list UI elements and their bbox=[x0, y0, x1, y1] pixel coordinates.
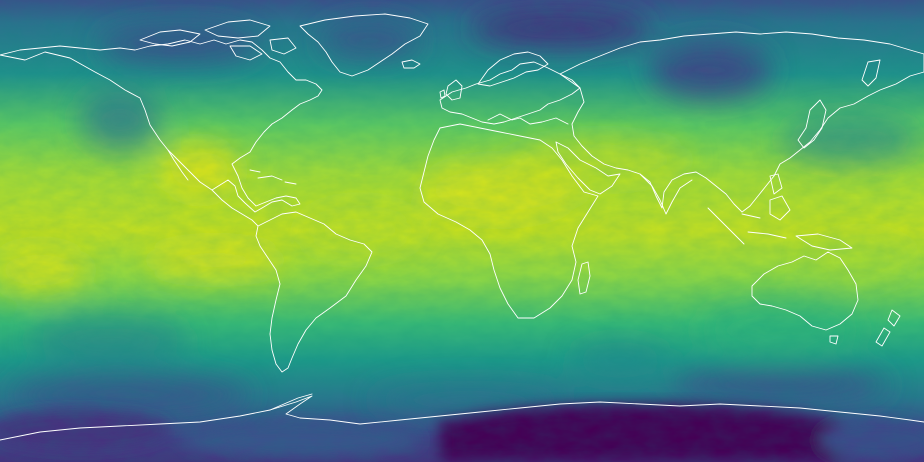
japan-coast bbox=[797, 99, 827, 149]
scandinavia-coast bbox=[477, 51, 549, 87]
europe-coast bbox=[439, 61, 581, 125]
south-america-coast bbox=[255, 211, 373, 373]
arabia-coast bbox=[555, 141, 621, 195]
iceland-coast bbox=[401, 59, 421, 69]
baja-coast bbox=[167, 149, 189, 181]
central-america-coast bbox=[211, 189, 259, 227]
asia-coast bbox=[559, 31, 924, 213]
north-america-coast bbox=[0, 39, 323, 213]
philippines-coast bbox=[769, 173, 783, 195]
kamchatka-coast bbox=[861, 59, 881, 87]
antarctic-peninsula-coast bbox=[269, 393, 313, 411]
british-isles-coast bbox=[439, 79, 463, 101]
mediterranean-coast bbox=[487, 113, 569, 125]
caribbean-islands bbox=[249, 169, 297, 185]
africa-coast bbox=[419, 123, 599, 319]
arctic-archipelago-coast bbox=[139, 19, 297, 61]
coastlines bbox=[0, 13, 924, 441]
antarctica-coast bbox=[0, 395, 924, 441]
madagascar-coast bbox=[577, 261, 591, 295]
greenland-coast bbox=[299, 13, 429, 77]
australia-coast bbox=[751, 251, 859, 331]
india-coast bbox=[639, 173, 693, 215]
new-zealand-coast bbox=[875, 309, 901, 347]
tasmania-coast bbox=[829, 335, 839, 345]
indonesia-coast bbox=[707, 195, 853, 251]
